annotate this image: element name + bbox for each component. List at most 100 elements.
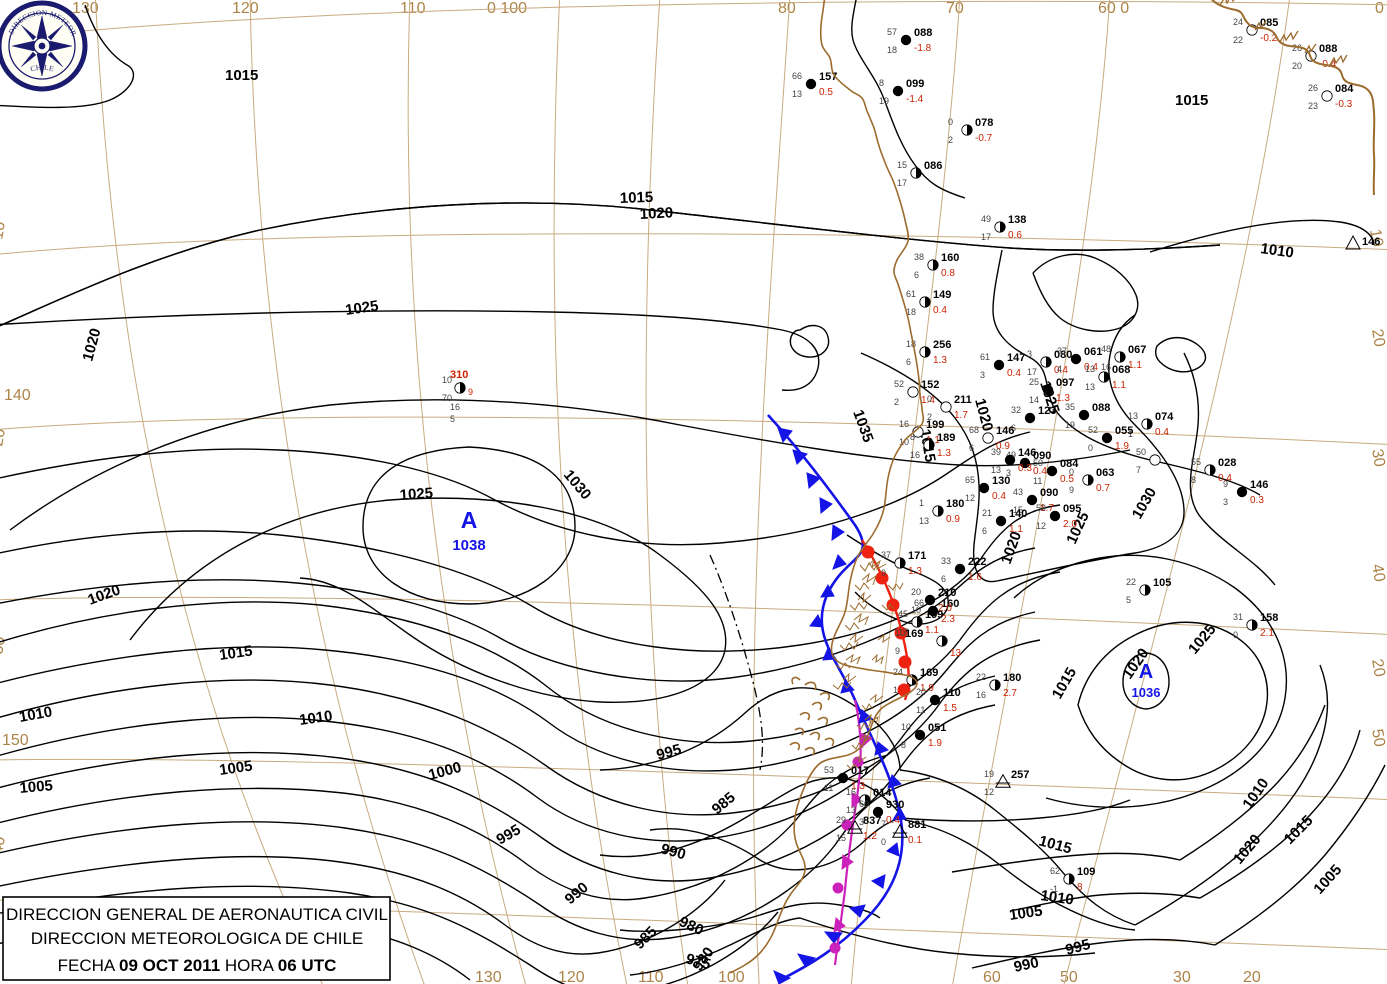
svg-text:13: 13 (1085, 382, 1095, 392)
svg-text:13: 13 (846, 805, 856, 815)
svg-text:26: 26 (1308, 83, 1318, 93)
svg-text:1: 1 (919, 498, 924, 508)
svg-text:068: 068 (1112, 364, 1130, 376)
svg-text:0: 0 (927, 394, 932, 404)
svg-text:095: 095 (1063, 503, 1081, 515)
svg-text:17: 17 (981, 232, 991, 242)
svg-text:55: 55 (1191, 457, 1201, 467)
svg-text:59: 59 (1036, 503, 1046, 513)
svg-text:0: 0 (948, 117, 953, 127)
svg-text:19: 19 (879, 96, 889, 106)
svg-text:097: 097 (1056, 377, 1074, 389)
svg-text:1.3: 1.3 (933, 355, 947, 366)
svg-text:12: 12 (984, 787, 994, 797)
svg-text:086: 086 (924, 160, 942, 172)
svg-text:6: 6 (969, 443, 974, 453)
svg-text:0.6: 0.6 (1008, 230, 1022, 241)
svg-text:1.2: 1.2 (863, 831, 877, 842)
svg-text:3: 3 (980, 370, 985, 380)
svg-text:0.7: 0.7 (1096, 483, 1110, 494)
svg-text:23: 23 (1308, 101, 1318, 111)
svg-text:0.9: 0.9 (946, 514, 960, 525)
svg-text:028: 028 (1218, 457, 1236, 469)
svg-text:0: 0 (881, 837, 886, 847)
svg-text:2: 2 (948, 135, 953, 145)
svg-text:20: 20 (911, 587, 921, 597)
svg-text:110: 110 (943, 687, 961, 699)
svg-text:62: 62 (1050, 866, 1060, 876)
svg-text:1036: 1036 (1132, 685, 1161, 700)
svg-text:10: 10 (442, 375, 452, 385)
svg-text:1005: 1005 (1008, 902, 1043, 923)
svg-text:1: 1 (893, 685, 898, 695)
svg-text:310: 310 (450, 369, 468, 381)
svg-text:1015: 1015 (1281, 812, 1317, 848)
svg-text:30: 30 (1173, 969, 1191, 984)
svg-text:0.4: 0.4 (886, 815, 900, 826)
svg-text:31: 31 (1233, 612, 1243, 622)
svg-text:50: 50 (1033, 458, 1043, 468)
svg-text:0: 0 (1233, 630, 1238, 640)
svg-text:30: 30 (1368, 448, 1387, 469)
svg-text:-0.3: -0.3 (1335, 99, 1353, 110)
svg-text:6: 6 (941, 574, 946, 584)
svg-text:149: 149 (933, 289, 951, 301)
svg-text:25: 25 (1029, 377, 1039, 387)
svg-text:14: 14 (1029, 395, 1039, 405)
svg-text:8: 8 (879, 78, 884, 88)
svg-text:120: 120 (558, 969, 585, 984)
svg-text:15: 15 (836, 833, 846, 843)
svg-text:930: 930 (886, 799, 904, 811)
svg-text:50: 50 (1060, 969, 1078, 984)
svg-text:-1.8: -1.8 (914, 43, 932, 54)
svg-text:50: 50 (1368, 728, 1387, 749)
svg-text:1030: 1030 (1129, 485, 1160, 522)
svg-text:40: 40 (1368, 563, 1387, 584)
svg-text:20: 20 (1368, 328, 1387, 349)
svg-text:10: 10 (0, 220, 9, 241)
svg-text:1.3: 1.3 (937, 448, 951, 459)
svg-text:0.3: 0.3 (1250, 495, 1264, 506)
svg-text:45: 45 (898, 609, 908, 619)
svg-text:1010: 1010 (1259, 240, 1294, 261)
svg-text:17: 17 (1027, 367, 1037, 377)
svg-text:52: 52 (894, 379, 904, 389)
svg-text:881: 881 (908, 819, 926, 831)
svg-text:0.4: 0.4 (1218, 473, 1232, 484)
svg-text:11: 11 (824, 783, 833, 793)
svg-text:171: 171 (908, 550, 926, 562)
svg-text:30: 30 (0, 635, 9, 656)
svg-text:61: 61 (980, 352, 990, 362)
svg-text:16: 16 (976, 690, 986, 700)
svg-text:0.8: 0.8 (941, 268, 955, 279)
svg-text:140: 140 (1009, 508, 1027, 520)
svg-text:66: 66 (792, 71, 802, 81)
svg-text:11: 11 (1033, 476, 1042, 486)
svg-text:11: 11 (916, 705, 925, 715)
svg-text:43: 43 (1013, 487, 1023, 497)
svg-text:130: 130 (992, 475, 1010, 487)
svg-text:A: A (1139, 661, 1153, 683)
svg-text:110: 110 (400, 0, 426, 17)
svg-text:138: 138 (1008, 214, 1026, 226)
svg-text:9: 9 (468, 387, 473, 397)
svg-text:146: 146 (1250, 479, 1268, 491)
svg-text:19: 19 (1065, 420, 1075, 430)
svg-text:074: 074 (1155, 411, 1174, 423)
svg-text:1005: 1005 (1310, 861, 1345, 897)
svg-text:1.6: 1.6 (968, 572, 982, 583)
svg-text:063: 063 (1096, 467, 1114, 479)
svg-text:20: 20 (916, 687, 926, 697)
svg-text:147: 147 (1007, 352, 1025, 364)
svg-text:1035: 1035 (849, 408, 876, 445)
svg-text:160: 160 (941, 252, 959, 264)
svg-text:49: 49 (981, 214, 991, 224)
svg-text:150: 150 (2, 732, 29, 749)
svg-text:1038: 1038 (452, 537, 485, 554)
svg-text:8: 8 (1077, 882, 1083, 893)
svg-text:1015: 1015 (1049, 665, 1080, 702)
svg-text:995: 995 (1064, 936, 1093, 959)
svg-text:1005: 1005 (19, 777, 54, 797)
svg-text:1.1: 1.1 (1009, 524, 1023, 535)
svg-text:20: 20 (0, 427, 9, 448)
